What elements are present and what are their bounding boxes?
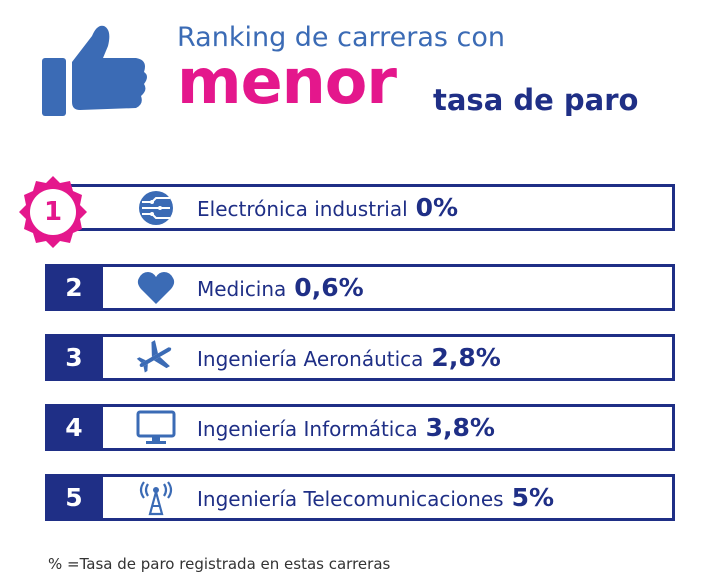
career-name: Ingeniería Aeronáutica [197,347,424,371]
unemployment-rate: 5% [511,483,555,512]
rank-badge-1: 1 [15,174,91,250]
row-frame [45,474,675,521]
career-name: Ingeniería Informática [197,417,418,441]
rank-number: 3 [65,343,83,372]
rank-box [45,404,103,451]
title-highlight: menor [177,45,397,118]
career-name: Ingeniería Telecomunicaciones [197,487,504,511]
monitor-icon [136,410,176,444]
row-frame [45,334,675,381]
rosette-icon [19,176,87,248]
thumbs-up-icon [42,25,147,116]
title-line2: tasa de paro [433,83,639,117]
row-label: Ingeniería Telecomunicaciones 5% [197,474,554,521]
footnote: % =Tasa de paro registrada en estas carr… [48,555,391,573]
header: Ranking de carreras con menor tasa de pa… [0,0,703,140]
ranking-row-2: 2 Medicina 0,6% [45,264,675,311]
rank-box [45,474,103,521]
ranking-row-1: Electrónica industrial 0% [45,184,675,231]
career-name: Medicina [197,277,287,301]
row-label: Ingeniería Aeronáutica 2,8% [197,334,501,381]
circuit-icon [139,191,173,225]
unemployment-rate: 3,8% [425,413,495,442]
rank-box [45,264,103,311]
row-label: Ingeniería Informática 3,8% [197,404,495,451]
unemployment-rate: 0% [415,193,459,222]
unemployment-rate: 0,6% [294,273,364,302]
airplane-icon [136,340,172,373]
career-name: Electrónica industrial [197,197,408,221]
ranking-row-4: 4 Ingeniería Informática 3,8% [45,404,675,451]
rank-number: 4 [65,413,83,442]
rank-number: 2 [65,273,83,302]
row-label: Medicina 0,6% [197,264,364,311]
ranking-row-5: 5 Ingeniería Telecomunicaciones 5% [45,474,675,521]
antenna-icon [139,481,173,516]
rank-number: 5 [65,483,83,512]
heart-icon [137,272,175,304]
unemployment-rate: 2,8% [431,343,501,372]
rank-box [45,334,103,381]
ranking-row-3: 3 Ingeniería Aeronáutica 2,8% [45,334,675,381]
row-label: Electrónica industrial 0% [197,184,458,231]
title-line1: Ranking de carreras con [177,22,506,53]
rank-number: 1 [43,197,63,227]
